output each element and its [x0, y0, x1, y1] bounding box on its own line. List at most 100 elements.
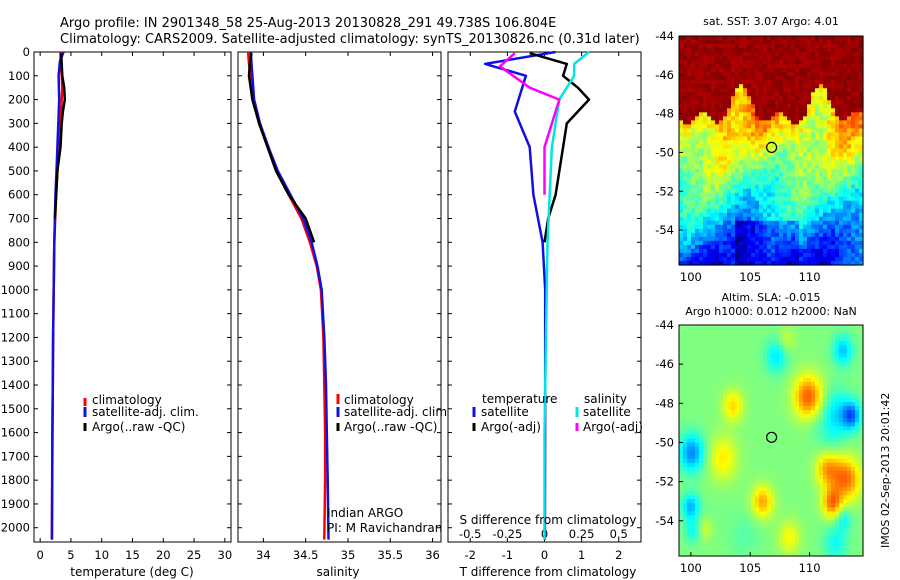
heatmap-cell: [839, 60, 844, 65]
heatmap-cell: [747, 88, 752, 93]
x-tick-label: 15: [125, 548, 140, 562]
heatmap-cell: [711, 208, 716, 214]
heatmap-cell: [859, 474, 864, 480]
heatmap-cell: [795, 389, 800, 395]
heatmap-cell: [707, 462, 712, 468]
depth-tick-label: 1900: [1, 497, 30, 511]
heatmap-cell: [755, 248, 760, 254]
heatmap-cell: [703, 357, 708, 363]
heatmap-cell: [691, 52, 696, 57]
heatmap-cell: [735, 499, 740, 504]
difference-top-x-label: S difference from climatology: [460, 513, 637, 527]
heatmap-cell: [743, 361, 748, 367]
heatmap-cell: [743, 92, 748, 97]
heatmap-cell: [835, 216, 840, 222]
heatmap-cell: [823, 345, 828, 350]
heatmap-cell: [755, 52, 760, 57]
heatmap-cell: [779, 385, 784, 391]
heatmap-cell: [751, 104, 756, 109]
heatmap-cell: [795, 144, 800, 150]
heatmap-cell: [831, 36, 836, 41]
heatmap-cell: [859, 172, 864, 178]
heatmap-cell: [779, 410, 784, 415]
heatmap-cell: [855, 345, 860, 350]
heatmap-cell: [767, 418, 772, 423]
heatmap-cell: [691, 462, 696, 468]
secondary-x-tick-label: -0.25: [493, 527, 523, 541]
depth-tick-label: 700: [8, 212, 30, 226]
heatmap-cell: [695, 260, 700, 266]
x-tick-label: 30: [218, 548, 233, 562]
heatmap-cell: [827, 56, 832, 61]
heatmap-cell: [691, 450, 696, 456]
heatmap-cell: [759, 112, 764, 117]
heatmap-cell: [727, 40, 732, 45]
heatmap-cell: [715, 450, 720, 456]
heatmap-cell: [739, 333, 744, 338]
heatmap-cell: [699, 426, 704, 431]
heatmap-cell: [799, 337, 804, 342]
heatmap-cell: [767, 104, 772, 109]
heatmap-cell: [775, 144, 780, 150]
heatmap-cell: [763, 381, 768, 387]
heatmap-cell: [771, 176, 776, 182]
heatmap-cell: [719, 369, 724, 375]
heatmap-cell: [807, 369, 812, 375]
heatmap-cell: [815, 345, 820, 350]
heatmap-cell: [771, 434, 776, 440]
heatmap-cell: [771, 260, 776, 266]
heatmap-cell: [723, 212, 728, 218]
heatmap-cell: [775, 389, 780, 395]
heatmap-cell: [703, 88, 708, 93]
heatmap-cell: [811, 248, 816, 254]
heatmap-cell: [679, 136, 684, 142]
heatmap-cell: [751, 236, 756, 242]
heatmap-cell: [727, 232, 732, 238]
heatmap-cell: [727, 64, 732, 69]
heatmap-cell: [739, 357, 744, 363]
heatmap-cell: [759, 192, 764, 198]
heatmap-cell: [731, 168, 736, 174]
heatmap-cell: [823, 430, 828, 436]
heatmap-cell: [815, 397, 820, 403]
heatmap-cell: [695, 56, 700, 61]
heatmap-cell: [723, 144, 728, 150]
heatmap-cell: [787, 450, 792, 456]
heatmap-cell: [831, 168, 836, 174]
heatmap-cell: [683, 160, 688, 166]
heatmap-cell: [683, 140, 688, 146]
heatmap-cell: [743, 487, 748, 492]
heatmap-cell: [679, 156, 684, 162]
heatmap-cell: [839, 220, 844, 226]
heatmap-cell: [767, 36, 772, 41]
heatmap-cell: [763, 184, 768, 190]
heatmap-cell: [843, 220, 848, 226]
heatmap-cell: [723, 116, 728, 121]
heatmap-cell: [847, 136, 852, 142]
heatmap-cell: [775, 156, 780, 162]
heatmap-cell: [715, 406, 720, 411]
heatmap-cell: [799, 116, 804, 121]
heatmap-cell: [783, 68, 788, 73]
heatmap-cell: [843, 381, 848, 387]
heatmap-cell: [771, 164, 776, 170]
heatmap-cell: [719, 450, 724, 456]
heatmap-cell: [795, 212, 800, 218]
heatmap-cell: [819, 479, 824, 484]
heatmap-cell: [683, 92, 688, 97]
heatmap-cell: [823, 385, 828, 391]
heatmap-cell: [783, 44, 788, 49]
heatmap-cell: [687, 252, 692, 258]
heatmap-cell: [843, 483, 848, 488]
heatmap-cell: [807, 422, 812, 427]
heatmap-cell: [679, 232, 684, 238]
heatmap-cell: [691, 369, 696, 375]
heatmap-cell: [827, 84, 832, 89]
heatmap-cell: [807, 418, 812, 423]
heatmap-cell: [683, 345, 688, 350]
heatmap-cell: [707, 80, 712, 85]
heatmap-cell: [719, 100, 724, 105]
heatmap-cell: [791, 426, 796, 431]
heatmap-cell: [847, 466, 852, 472]
heatmap-cell: [823, 438, 828, 444]
